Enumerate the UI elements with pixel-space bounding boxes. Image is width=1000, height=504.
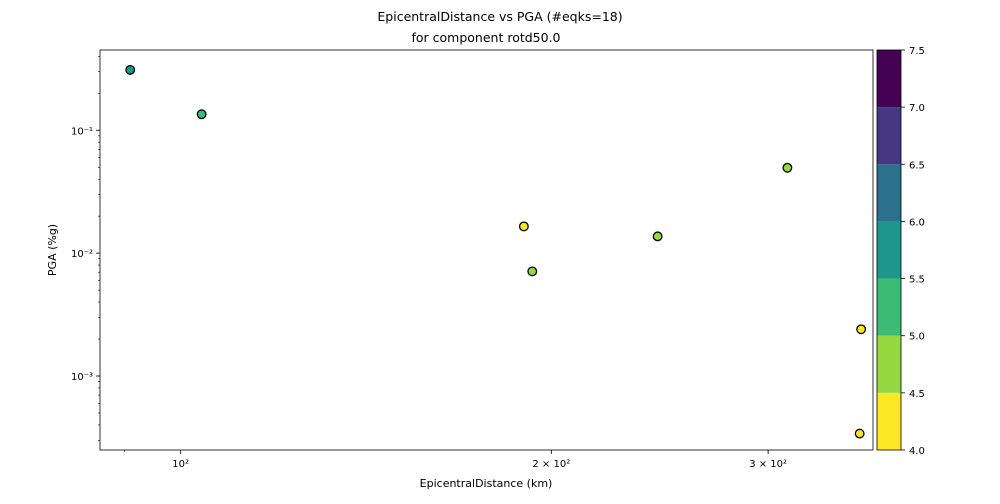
- y-tick-label: 10⁻¹: [71, 126, 93, 137]
- colorbar-frame: [876, 49, 902, 451]
- colorbar-tick-label: 4.0: [909, 446, 925, 457]
- colorbar-tick-label: 4.5: [909, 389, 925, 400]
- plot-area: [125, 64, 867, 439]
- colorbar-segment: [877, 221, 901, 279]
- colorbar-segment: [877, 335, 901, 393]
- data-point: [527, 266, 538, 277]
- colorbar-tick-label: 5.0: [909, 332, 925, 343]
- colorbar-segment: [877, 164, 901, 222]
- x-tick-label: 3 × 10²: [749, 459, 787, 470]
- data-point: [196, 109, 207, 120]
- colorbar-tick-label: 6.5: [909, 160, 925, 171]
- colorbar-tick-label: 5.5: [909, 275, 925, 286]
- chart-subtitle: for component rotd50.0: [411, 30, 560, 45]
- y-tick-label: 10⁻²: [71, 249, 93, 260]
- colorbar-segment: [877, 392, 901, 450]
- colorbar-segment: [877, 50, 901, 108]
- x-tick-label: 2 × 10²: [532, 459, 570, 470]
- x-axis-label: EpicentralDistance (km): [420, 477, 553, 490]
- x-tick-label: 10²: [172, 459, 189, 470]
- data-point: [854, 428, 865, 439]
- colorbar: 4.0 4.5 5.0 5.5 6.0 6.5 7.0 7.5: [876, 46, 925, 457]
- colorbar-segment: [877, 107, 901, 165]
- colorbar-tick-label: 7.0: [909, 103, 925, 114]
- data-point: [782, 162, 793, 173]
- colorbar-tick-label: 6.0: [909, 217, 925, 228]
- chart-title: EpicentralDistance vs PGA (#eqks=18): [377, 9, 622, 24]
- data-point: [856, 324, 867, 335]
- plot-frame: [99, 49, 874, 451]
- y-axis-label: PGA (%g): [46, 224, 59, 276]
- colorbar-tick-label: 7.5: [909, 46, 925, 57]
- data-point: [518, 221, 529, 232]
- colorbar-segment: [877, 278, 901, 336]
- data-point: [125, 64, 136, 75]
- data-point: [652, 231, 663, 242]
- y-tick-label: 10⁻³: [71, 372, 93, 383]
